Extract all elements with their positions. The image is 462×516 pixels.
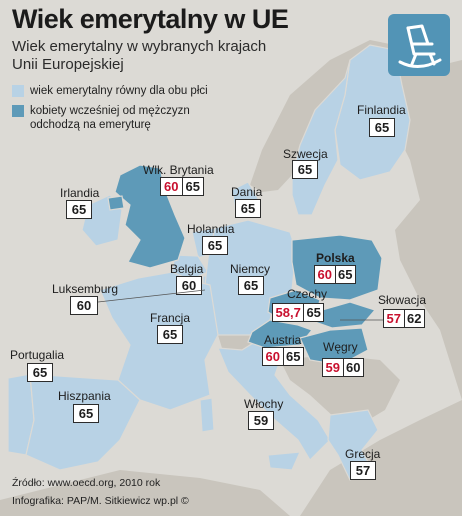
label-slovakia: Słowacja bbox=[378, 293, 427, 307]
age-box-netherlands: 65 bbox=[202, 236, 228, 255]
label-belgium: Belgia bbox=[170, 262, 204, 276]
label-hungary: Węgry bbox=[323, 340, 358, 354]
age-women-czech: 58,7 bbox=[273, 304, 305, 321]
age-box-finland: 65 bbox=[369, 118, 395, 137]
label-finland: Finlandia bbox=[357, 103, 406, 117]
region-northern-ireland bbox=[107, 195, 125, 211]
age-box-germany: 65 bbox=[238, 276, 264, 295]
age-box-italy: 59 bbox=[248, 411, 274, 430]
label-poland: Polska bbox=[316, 251, 355, 265]
label-italy: Włochy bbox=[244, 397, 284, 411]
age-box-spain: 65 bbox=[73, 404, 99, 423]
age-women-poland: 60 bbox=[315, 266, 336, 283]
rocking-chair-icon bbox=[388, 14, 450, 76]
label-greece: Grecja bbox=[345, 447, 381, 461]
slovakia-pointer bbox=[340, 319, 383, 321]
region-sicily bbox=[267, 451, 301, 471]
legend-swatch-equal bbox=[12, 85, 24, 97]
age-women-uk: 60 bbox=[161, 178, 183, 195]
land-balkans bbox=[280, 355, 400, 425]
label-czech: Czechy bbox=[287, 287, 328, 301]
age-ireland: 65 bbox=[71, 202, 87, 217]
age-box-czech: 58,7 65 bbox=[272, 303, 324, 322]
age-women-hungary: 59 bbox=[323, 359, 344, 376]
credit-note: Infografika: PAP/M. Sitkiewicz wp.pl © bbox=[12, 495, 189, 507]
label-portugal: Portugalia bbox=[10, 348, 65, 362]
age-germany: 65 bbox=[243, 278, 259, 293]
legend-label-earlier: kobiety wcześniej od mężczyzn odchodzą n… bbox=[30, 105, 190, 131]
label-sweden: Szwecja bbox=[283, 147, 328, 161]
age-box-ireland: 65 bbox=[66, 200, 92, 219]
label-spain: Hiszpania bbox=[58, 389, 111, 403]
region-slovakia bbox=[314, 301, 377, 329]
page-title: Wiek emerytalny w UE bbox=[12, 4, 289, 34]
label-denmark: Dania bbox=[231, 185, 263, 199]
age-men-slovakia: 62 bbox=[407, 311, 422, 326]
age-men-hungary: 60 bbox=[346, 360, 361, 375]
land-norway bbox=[250, 40, 395, 192]
source-note: Źródło: www.oecd.org, 2010 rok bbox=[12, 477, 161, 489]
age-sweden: 65 bbox=[297, 162, 313, 177]
label-germany: Niemcy bbox=[230, 262, 271, 276]
age-box-slovakia: 57 62 bbox=[383, 309, 425, 328]
land-non-eu bbox=[300, 60, 462, 516]
age-women-slovakia: 57 bbox=[384, 310, 405, 327]
age-belgium: 60 bbox=[181, 278, 197, 293]
region-uk bbox=[114, 164, 186, 269]
age-france: 65 bbox=[162, 327, 178, 342]
label-uk: Wlk. Brytania bbox=[143, 163, 214, 177]
legend-swatch-earlier bbox=[12, 105, 24, 117]
legend-earlier: kobiety wcześniej od mężczyzn odchodzą n… bbox=[12, 104, 272, 134]
label-austria: Austria bbox=[264, 333, 302, 347]
age-men-austria: 65 bbox=[286, 349, 301, 364]
region-sardinia bbox=[199, 397, 215, 433]
age-italy: 59 bbox=[253, 413, 269, 428]
age-greece: 57 bbox=[355, 463, 371, 478]
age-box-france: 65 bbox=[157, 325, 183, 344]
age-women-austria: 60 bbox=[263, 348, 284, 365]
age-box-uk: 60 65 bbox=[160, 177, 204, 196]
legend-equal: wiek emerytalny równy dla obu płci bbox=[12, 84, 272, 100]
legend-label-equal: wiek emerytalny równy dla obu płci bbox=[30, 85, 208, 97]
age-box-luxembourg: 60 bbox=[70, 296, 98, 315]
label-netherlands: Holandia bbox=[187, 222, 235, 236]
age-box-portugal: 65 bbox=[27, 363, 53, 382]
land-north-africa bbox=[0, 470, 290, 516]
label-ireland: Irlandia bbox=[60, 186, 100, 200]
age-box-greece: 57 bbox=[350, 461, 376, 480]
age-men-czech: 65 bbox=[306, 305, 321, 320]
age-luxembourg: 60 bbox=[76, 298, 92, 313]
label-luxembourg: Luksemburg bbox=[52, 282, 119, 296]
region-hungary bbox=[299, 327, 369, 366]
age-box-sweden: 65 bbox=[292, 160, 318, 179]
age-finland: 65 bbox=[374, 120, 390, 135]
age-denmark: 65 bbox=[240, 201, 256, 216]
age-portugal: 65 bbox=[32, 365, 48, 380]
age-box-denmark: 65 bbox=[235, 199, 261, 218]
page-subtitle: Wiek emerytalny w wybranych krajach Unii… bbox=[12, 38, 267, 73]
age-box-hungary: 59 60 bbox=[322, 358, 364, 377]
luxembourg-pointer bbox=[98, 289, 206, 303]
age-men-uk: 65 bbox=[185, 179, 200, 194]
age-men-poland: 65 bbox=[338, 267, 353, 282]
age-spain: 65 bbox=[78, 406, 94, 421]
age-netherlands: 65 bbox=[207, 238, 223, 253]
label-france: Francja bbox=[150, 311, 191, 325]
age-box-belgium: 60 bbox=[176, 276, 202, 295]
age-box-austria: 60 65 bbox=[262, 347, 304, 366]
age-box-poland: 60 65 bbox=[314, 265, 356, 284]
